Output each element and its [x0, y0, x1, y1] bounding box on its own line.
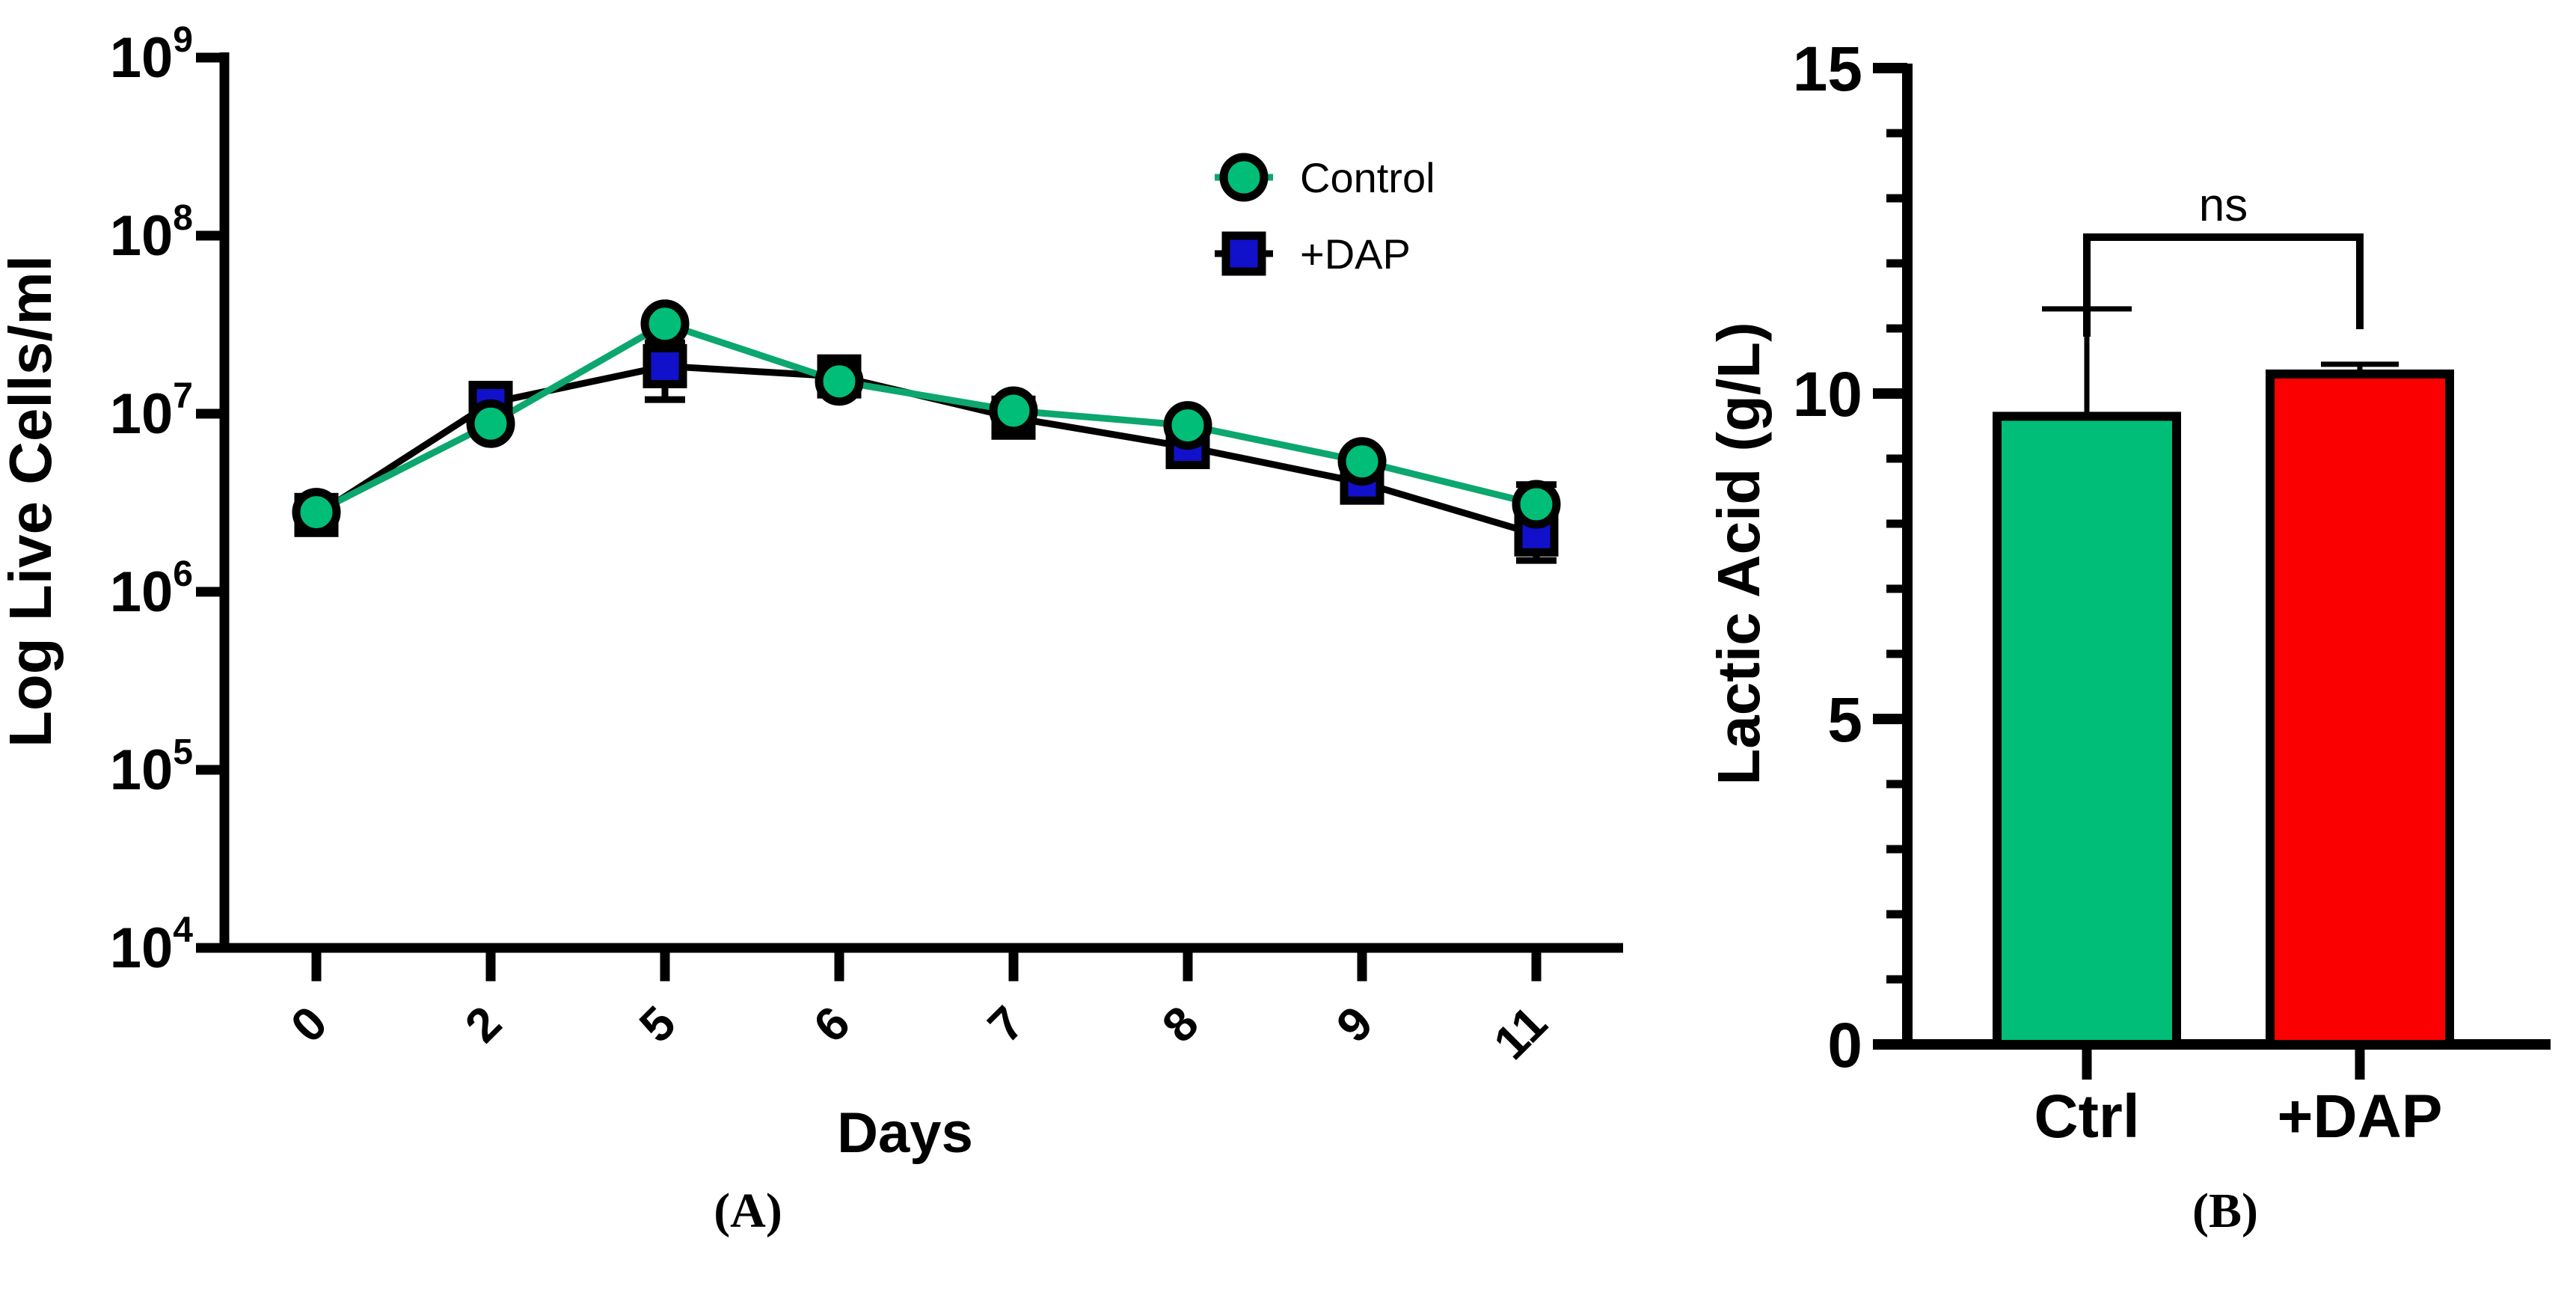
- legend: Control +DAP: [1215, 153, 1435, 278]
- data-point-Control-2: [466, 399, 515, 448]
- panel-a-y-tick-label: 105: [110, 732, 193, 802]
- data-point-Control-9: [1337, 437, 1387, 486]
- panel-a-x-axis-title: Days: [837, 1101, 973, 1165]
- series-line-Control: [314, 319, 1538, 515]
- panel-a-y-tick-label: 106: [110, 554, 193, 624]
- panel-a-label: (A): [714, 1184, 782, 1238]
- panel-b-y-axis-title: Lactic Acid (g/L): [1705, 322, 1772, 785]
- bar-+DAP: [2266, 369, 2454, 1049]
- panel-a-x-tick-label: 2: [455, 996, 512, 1053]
- panel-b-label: (B): [2192, 1184, 2258, 1238]
- panel-a-x-tick-label: 8: [1152, 996, 1209, 1053]
- legend-circle-marker: [1219, 153, 1269, 202]
- data-point-Control-6: [815, 357, 864, 406]
- panel-a-x-tick-label: 5: [629, 996, 686, 1053]
- panel-b: 0 5 10 15 Lactic Acid (g/L) Ctrl +DAP ns (B): [1705, 34, 2551, 1238]
- legend-square-marker: [1221, 231, 1266, 276]
- data-point-+DAP-5: [643, 343, 687, 388]
- panel-a-y-tick-label: 104: [110, 910, 194, 980]
- panel-a-x-tick-label: 0: [280, 996, 337, 1053]
- panel-b-y-tick-label: 10: [1793, 359, 1862, 429]
- panel-b-x-tick-label: Ctrl: [2034, 1083, 2139, 1151]
- data-point-Control-7: [989, 386, 1038, 435]
- significance-bracket: [2083, 233, 2364, 337]
- panel-a-y-axis-title: Log Live Cells/ml: [0, 255, 64, 747]
- bar-Ctrl: [1993, 411, 2181, 1049]
- data-point-Control-11: [1512, 480, 1561, 529]
- data-point-Control-0: [292, 488, 341, 537]
- legend-label-Control: Control: [1300, 154, 1435, 201]
- panel-a-x-tick-label: 11: [1483, 996, 1557, 1070]
- panel-b-y-tick-label: 5: [1827, 685, 1862, 755]
- panel-a: 109 108 107 106 105 104 0 2 5 6 7 8 9 11 Days Log Live …: [0, 20, 1623, 1238]
- panel-a-x-tick-label: 7: [978, 996, 1034, 1053]
- panel-b-y-tick-label: 0: [1827, 1010, 1862, 1080]
- bar-error-+DAP: [2321, 361, 2399, 374]
- panel-a-y-tick-label: 108: [110, 198, 193, 268]
- panel-a-y-tick-label: 107: [110, 376, 193, 446]
- legend-label-+DAP: +DAP: [1300, 230, 1411, 278]
- data-point-Control-8: [1163, 401, 1212, 450]
- significance-label: ns: [2199, 180, 2248, 231]
- panel-a-x-tick-label: 6: [803, 996, 860, 1053]
- panel-a-x-tick-label: 9: [1326, 996, 1383, 1053]
- panel-b-y-tick-label: 15: [1793, 34, 1862, 104]
- data-point-Control-5: [640, 299, 690, 349]
- panel-b-x-tick-label: +DAP: [2277, 1083, 2442, 1151]
- panel-a-y-tick-label: 109: [110, 20, 193, 90]
